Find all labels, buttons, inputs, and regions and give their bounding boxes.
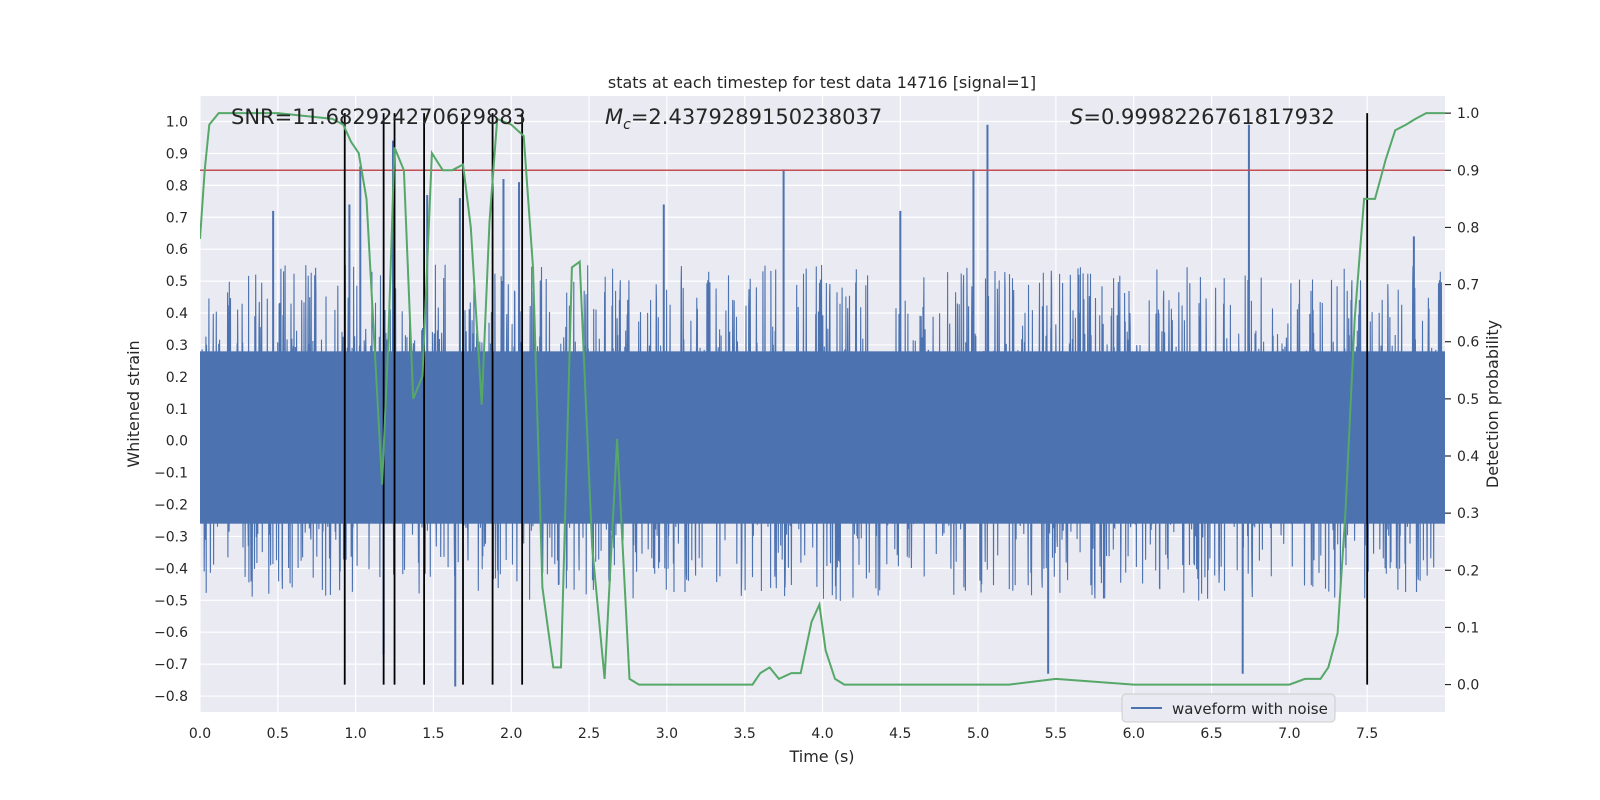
y-left-tick-label: −0.8 xyxy=(154,689,188,705)
snr-annotation: SNR=11.682924270629883 xyxy=(231,105,526,129)
y-axis-left: 1.0 0.9 0.8 0.7 0.6 0.5 0.4 0.3 0.2 0.1 0.0 −0.1 −0.… xyxy=(154,115,188,706)
s-annotation: S=0.9998226761817932 xyxy=(1070,105,1335,129)
x-tick-label: 5.5 xyxy=(1045,726,1067,742)
y-left-tick-label: −0.2 xyxy=(154,498,188,514)
y-left-tick-label: −0.5 xyxy=(154,593,188,609)
x-tick-label: 0.5 xyxy=(267,726,289,742)
y-right-tick-label: 0.5 xyxy=(1457,392,1479,408)
s-symbol: S xyxy=(1070,105,1083,129)
y-left-tick-label: 0.9 xyxy=(166,146,188,162)
event-markers xyxy=(343,113,1369,685)
y-right-tick-label: 0.2 xyxy=(1457,563,1479,579)
chirp-mass-symbol: M xyxy=(605,105,623,129)
chirp-mass-subscript: c xyxy=(623,117,631,133)
y-left-tick-label: 0.3 xyxy=(166,338,188,354)
x-axis-label: Time (s) xyxy=(788,747,854,766)
x-tick-label: 4.5 xyxy=(889,726,911,742)
y-right-tick-label: 0.3 xyxy=(1457,506,1479,522)
x-tick-label: 3.5 xyxy=(734,726,756,742)
x-tick-label: 6.5 xyxy=(1200,726,1222,742)
x-tick-label: 2.0 xyxy=(500,726,522,742)
y-left-tick-label: 0.1 xyxy=(166,402,188,418)
legend: waveform with noise xyxy=(1121,693,1336,723)
y-left-tick-label: 0.5 xyxy=(166,274,188,290)
chirp-mass-value: =2.4379289150238037 xyxy=(631,105,882,129)
y-right-tick-label: 1.0 xyxy=(1457,106,1479,122)
y-axis-right: 1.0 0.9 0.8 0.7 0.6 0.5 0.4 0.3 0.2 0.1 0.0 xyxy=(1445,106,1479,694)
y-left-tick-label: −0.1 xyxy=(154,466,188,482)
y-left-tick-label: −0.6 xyxy=(154,625,188,641)
y-right-tick-label: 0.0 xyxy=(1457,678,1479,694)
s-value: =0.9998226761817932 xyxy=(1083,105,1334,129)
y-axis-right-label: Detection probability xyxy=(1483,320,1502,488)
y-left-tick-label: 0.7 xyxy=(166,210,188,226)
y-left-tick-label: −0.3 xyxy=(154,529,188,545)
chart-title: stats at each timestep for test data 147… xyxy=(608,73,1036,92)
chirp-mass-annotation: Mc=2.4379289150238037 xyxy=(605,105,882,133)
x-tick-label: 1.0 xyxy=(344,726,366,742)
y-right-tick-label: 0.7 xyxy=(1457,278,1479,294)
y-right-tick-label: 0.6 xyxy=(1457,335,1479,351)
y-left-tick-label: 0.8 xyxy=(166,178,188,194)
x-tick-label: 5.0 xyxy=(967,726,989,742)
y-left-tick-label: 0.4 xyxy=(166,306,188,322)
y-left-tick-label: −0.4 xyxy=(154,561,188,577)
y-left-tick-label: 0.0 xyxy=(166,434,188,450)
waveform-with-noise-series xyxy=(200,124,1445,687)
y-left-tick-label: 0.6 xyxy=(166,242,188,258)
x-tick-label: 4.0 xyxy=(811,726,833,742)
y-left-tick-label: −0.7 xyxy=(154,657,188,673)
y-left-tick-label: 1.0 xyxy=(166,115,188,131)
detection-probability-series xyxy=(200,112,1445,686)
legend-box xyxy=(1121,693,1336,723)
x-tick-label: 6.0 xyxy=(1123,726,1145,742)
y-right-tick-label: 0.8 xyxy=(1457,220,1479,236)
x-tick-label: 7.0 xyxy=(1278,726,1300,742)
y-axis-left-label: Whitened strain xyxy=(124,340,143,467)
x-axis: 0.0 0.5 1.0 1.5 2.0 2.5 3.0 3.5 4.0 4.5 5.0 5.5 6.0 6… xyxy=(189,726,1378,742)
x-tick-label: 3.0 xyxy=(656,726,678,742)
y-right-tick-label: 0.9 xyxy=(1457,163,1479,179)
y-left-tick-label: 0.2 xyxy=(166,370,188,386)
x-tick-label: 1.5 xyxy=(422,726,444,742)
y-right-tick-label: 0.1 xyxy=(1457,620,1479,636)
legend-label: waveform with noise xyxy=(1172,700,1328,718)
x-tick-label: 0.0 xyxy=(189,726,211,742)
x-tick-label: 2.5 xyxy=(578,726,600,742)
y-right-tick-label: 0.4 xyxy=(1457,449,1479,465)
waveform-core xyxy=(200,351,1445,524)
x-tick-label: 7.5 xyxy=(1356,726,1378,742)
